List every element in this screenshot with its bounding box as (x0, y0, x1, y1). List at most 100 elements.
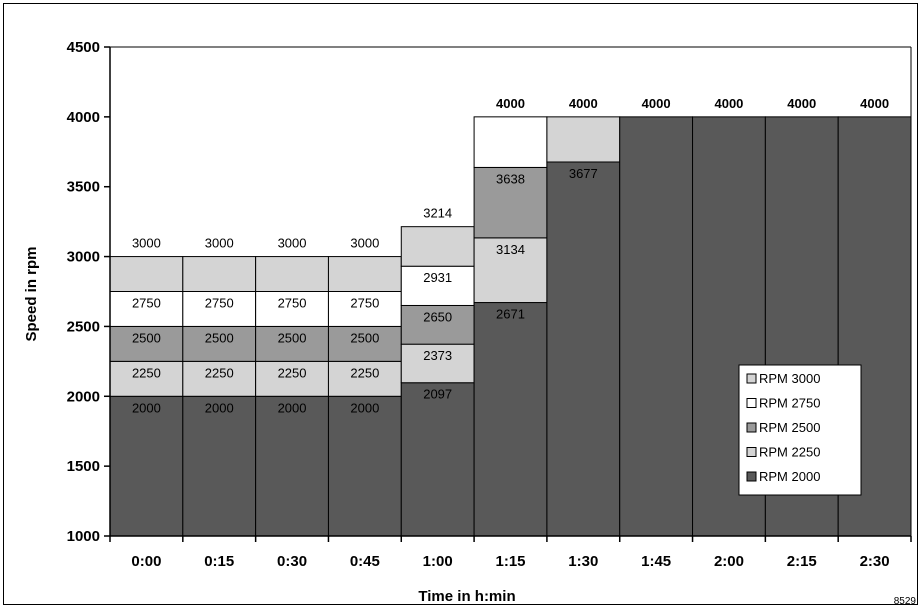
bar-segment-0:30-rpm-2250 (255, 360, 329, 397)
legend-swatch (746, 398, 757, 408)
bar-segment-1:30-rpm-2000 (546, 161, 621, 537)
y-tick-label: 3500 (67, 179, 100, 196)
bar-label: 2250 (132, 365, 161, 380)
bar-segment-1:00-rpm-2500 (400, 304, 475, 345)
y-tick-label: 3000 (67, 249, 100, 266)
bar-segment-1:15-rpm-2750 (473, 116, 548, 168)
y-tick-label: 1500 (67, 458, 100, 475)
x-axis-title: Time in h:min (418, 588, 515, 605)
bar-label: 2000 (132, 400, 161, 415)
y-axis-title: Speed in rpm (23, 246, 40, 341)
bar-label: 2750 (350, 296, 379, 311)
legend-swatch (746, 471, 757, 482)
bar-label: 4000 (860, 96, 889, 111)
x-tick-label: 2:30 (860, 553, 890, 570)
bar-segment-0:00-rpm-2250 (109, 360, 184, 397)
bar-label: 2671 (496, 307, 525, 322)
bar-segment-0:45-rpm-2500 (327, 325, 402, 362)
bar-segment-0:45-rpm-2250 (327, 360, 402, 397)
chart-frame: 2000 2250 2500 2750 3000 2000 2250 2500 2750 3000… (3, 3, 918, 606)
bar-label: 2000 (350, 400, 379, 415)
x-tick-label: 2:00 (714, 553, 744, 570)
legend-entry: RPM 2250 (759, 445, 820, 460)
bar-label: 3000 (350, 236, 379, 251)
bar-segment-1:15-rpm-2250 (473, 237, 548, 304)
bar-label: 2750 (205, 296, 234, 311)
bar-segment-0:15-rpm-2250 (182, 360, 257, 397)
legend-entry: RPM 3000 (759, 371, 820, 386)
legend-entry: RPM 2500 (759, 420, 820, 435)
bar-label: 2250 (350, 365, 379, 380)
bar-segment-0:00-rpm-3000 (109, 256, 184, 292)
bar-segment-1:00-rpm-3000 (400, 226, 475, 267)
bar-label: 2000 (205, 400, 234, 415)
bar-segment-0:45-rpm-2750 (327, 291, 402, 327)
x-tick-label: 1:30 (568, 553, 598, 570)
bar-label: 3638 (496, 171, 525, 186)
bar-label: 3000 (205, 236, 234, 251)
bar-label: 2373 (423, 348, 452, 363)
bar-segment-1:45-rpm-2000 (619, 116, 694, 537)
bar-segment-0:15-rpm-2000 (182, 395, 257, 537)
bar-label: 2750 (132, 296, 161, 311)
stacked-bar-chart: 2000 2250 2500 2750 3000 2000 2250 2500 2750 3000… (23, 39, 917, 606)
bar-segment-0:15-rpm-3000 (182, 256, 257, 292)
x-tick-label: 1:45 (641, 553, 671, 570)
bar-segment-0:30-rpm-2500 (255, 325, 329, 362)
bar-label: 2097 (423, 387, 452, 402)
x-tick-label: 1:00 (423, 553, 453, 570)
x-tick-label: 0:45 (350, 553, 380, 570)
bar-label: 3000 (132, 236, 161, 251)
bar-segment-1:30-rpm-2250 (546, 116, 621, 163)
bar-label: 4000 (787, 96, 816, 111)
bar-segment-0:15-rpm-2500 (182, 325, 257, 362)
bar-label: 3000 (278, 236, 307, 251)
legend-swatch (746, 373, 757, 384)
legend-swatch (746, 447, 757, 457)
y-tick-label: 4000 (67, 109, 100, 126)
bar-segment-0:45-rpm-3000 (327, 256, 402, 292)
bar-label: 2500 (350, 330, 379, 345)
bar-label: 3677 (569, 166, 598, 181)
bar-label: 4000 (569, 96, 598, 111)
axes-layer: 1000 1500 2000 2500 3000 3500 4000 4500 0:00 0:15… (67, 39, 912, 570)
bar-label: 2250 (278, 365, 307, 380)
bars-layer (109, 116, 912, 537)
bar-segment-0:00-rpm-2000 (109, 395, 184, 537)
bar-segment-1:15-rpm-2000 (473, 302, 548, 537)
y-tick-label: 1000 (67, 528, 100, 545)
y-tick-label: 4500 (67, 39, 100, 56)
bar-label: 2500 (278, 330, 307, 345)
bar-segment-1:00-rpm-2000 (400, 382, 475, 537)
bar-label: 2650 (423, 309, 452, 324)
bar-label: 2500 (132, 330, 161, 345)
bar-segment-0:30-rpm-3000 (255, 256, 329, 292)
bar-label: 2750 (278, 296, 307, 311)
y-tick-label: 2500 (67, 318, 100, 335)
bar-segment-0:45-rpm-2000 (327, 395, 402, 537)
bar-label: 2500 (205, 330, 234, 345)
bar-label: 2250 (205, 365, 234, 380)
bar-segment-1:15-rpm-2500 (473, 166, 548, 239)
bar-label: 3214 (423, 206, 452, 221)
x-tick-label: 0:15 (204, 553, 234, 570)
bar-segment-0:15-rpm-2750 (182, 291, 257, 327)
bar-label: 3134 (496, 242, 525, 257)
x-tick-label: 1:15 (495, 553, 525, 570)
legend-box (738, 364, 862, 496)
x-tick-label: 0:30 (277, 553, 307, 570)
bar-label: 4000 (496, 96, 525, 111)
y-tick-label: 2000 (67, 388, 100, 405)
x-tick-label: 2:15 (787, 553, 817, 570)
legend-swatch (746, 422, 757, 433)
legend-entry: RPM 2000 (759, 469, 820, 484)
bar-segment-0:30-rpm-2000 (255, 395, 329, 537)
legend-entry: RPM 2750 (759, 396, 820, 411)
bar-label: 2931 (423, 270, 452, 285)
bar-label: 2000 (278, 400, 307, 415)
bar-label: 4000 (642, 96, 671, 111)
legend: RPM 3000 RPM 2750 RPM 2500 RPM 2250 RPM 2000 (738, 364, 862, 496)
bar-label: 4000 (714, 96, 743, 111)
x-tick-label: 0:00 (131, 553, 161, 570)
figure-id: 8529 (894, 596, 917, 606)
